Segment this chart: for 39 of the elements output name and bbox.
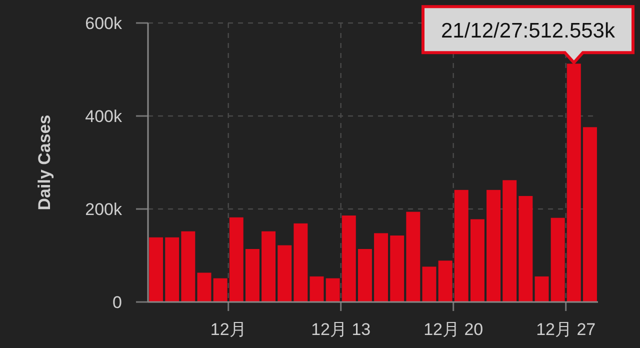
bar — [518, 196, 533, 302]
bar — [582, 127, 597, 302]
bar — [358, 248, 372, 302]
bar — [294, 223, 308, 302]
bar — [149, 237, 164, 302]
x-tick-label: 12月 27 — [536, 320, 596, 339]
bar — [438, 260, 452, 302]
bar — [566, 64, 581, 302]
bar — [422, 266, 436, 302]
x-tick-label: 12月 20 — [424, 320, 484, 339]
bar — [278, 245, 292, 302]
bar — [342, 216, 356, 302]
bar — [502, 180, 517, 302]
bar — [470, 219, 484, 302]
bar — [310, 276, 324, 302]
bar — [245, 248, 260, 302]
y-tick-label: 200k — [85, 200, 122, 219]
bar — [550, 218, 565, 302]
bar — [406, 212, 420, 302]
y-axis-title: Daily Cases — [35, 114, 54, 210]
bar — [486, 190, 501, 302]
bar — [534, 276, 549, 302]
bar — [326, 278, 340, 302]
annotation: 21/12/27:512.553k — [441, 20, 616, 43]
bar — [165, 237, 180, 302]
bar — [213, 278, 228, 302]
bar — [262, 231, 276, 302]
y-tick-label: 400k — [85, 107, 122, 126]
y-tick-label: 0 — [112, 293, 122, 312]
bar — [374, 233, 388, 302]
bar — [197, 272, 212, 302]
bar — [181, 231, 196, 302]
tooltip: 21/12/27:512.553k — [422, 5, 634, 65]
x-tick-label: 12月 13 — [311, 320, 371, 339]
x-tick-label: 12月 — [210, 320, 246, 339]
y-tick-label: 600k — [85, 14, 122, 33]
bar — [454, 190, 468, 302]
bar — [229, 217, 244, 302]
bar — [390, 236, 404, 302]
